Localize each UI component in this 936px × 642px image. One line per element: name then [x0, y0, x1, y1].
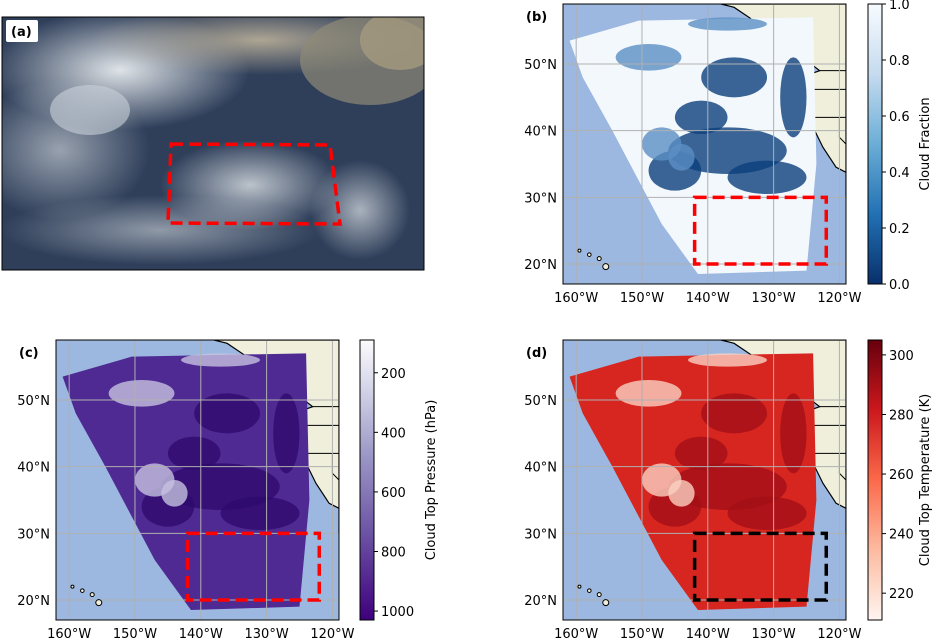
island — [596, 256, 602, 262]
island — [596, 592, 602, 598]
lon-tick-label: 120°W — [817, 627, 861, 638]
lon-tick-label: 150°W — [620, 627, 664, 638]
lon-tick-label: 130°W — [245, 627, 289, 638]
lon-tick-label: 160°W — [554, 291, 598, 306]
lon-tick-label: 150°W — [113, 627, 157, 638]
highlight-box-c — [185, 531, 322, 602]
island — [95, 599, 103, 607]
lat-tick-label: 50°N — [17, 394, 50, 409]
cloud-feature — [194, 393, 261, 434]
cloud-feature — [615, 44, 682, 71]
island — [602, 599, 610, 607]
panel-label-a: (a) — [11, 25, 32, 40]
colorbar — [867, 339, 883, 621]
lat-tick-label: 40°N — [17, 461, 50, 476]
colorbar-tick-label: 280 — [889, 408, 914, 423]
lon-tick-label: 160°W — [47, 627, 91, 638]
colorbar-tick-label: 240 — [889, 528, 914, 543]
colorbar-tick-label: 0.4 — [889, 166, 910, 181]
highlight-box-b — [692, 195, 829, 266]
lat-tick-label: 40°N — [524, 125, 557, 140]
cloud-feature — [615, 380, 682, 407]
map-frame — [562, 3, 847, 285]
colorbar-tick-label: 260 — [889, 468, 914, 483]
panel-b: 20°N 30°N 40°N 50°N 160°W 150°W 140°W 130°W 120°… — [524, 0, 933, 306]
colorbar-tick-label: 300 — [889, 349, 914, 364]
lat-tick-label: 40°N — [524, 461, 557, 476]
cloud-feature — [688, 353, 768, 367]
cloud-feature — [668, 144, 695, 171]
lat-tick-label: 20°N — [17, 594, 50, 609]
colorbar-tick-label: 400 — [381, 426, 406, 441]
lon-tick-label: 130°W — [752, 291, 796, 306]
panel-a: (a) — [1, 16, 425, 271]
colorbar — [867, 3, 883, 285]
cloud-feature — [674, 436, 728, 471]
lat-tick-label: 50°N — [524, 58, 557, 73]
colorbar-label: Cloud Top Pressure (hPa) — [424, 400, 439, 561]
colorbar-tick-label: 800 — [381, 545, 406, 560]
colorbar-tick-label: 600 — [381, 486, 406, 501]
lon-tick-label: 120°W — [310, 627, 354, 638]
lon-tick-label: 140°W — [686, 291, 730, 306]
colorbar-tick-label: 220 — [889, 587, 914, 602]
lat-tick-label: 20°N — [524, 258, 557, 273]
cloud-feature — [674, 100, 728, 134]
cloud-feature — [780, 393, 807, 474]
cloud-feature — [167, 436, 221, 471]
cloud-feature — [688, 17, 768, 31]
lat-tick-label: 30°N — [524, 191, 557, 206]
cloud-feature — [273, 393, 300, 474]
lat-tick-label: 20°N — [524, 594, 557, 609]
panel-c: 20°N 30°N 40°N 50°N 160°W 150°W 140°W 130°W 120°… — [17, 339, 439, 642]
colorbar-tick-label: 1000 — [381, 605, 414, 620]
island — [587, 252, 592, 257]
lat-tick-label: 30°N — [17, 527, 50, 542]
map-frame — [55, 339, 340, 621]
cloud-feature — [161, 480, 188, 507]
island — [80, 588, 85, 593]
cloud-feature — [108, 380, 175, 407]
island — [577, 584, 582, 589]
cloud-feature — [701, 393, 768, 434]
highlight-box-a — [166, 142, 342, 226]
cloud-feature — [727, 160, 807, 194]
lon-tick-label: 150°W — [620, 291, 664, 306]
island — [70, 584, 75, 589]
colorbar-label: Cloud Top Temperature (K) — [918, 394, 933, 567]
lat-tick-label: 30°N — [524, 527, 557, 542]
colorbar-label: Cloud Fraction — [918, 97, 933, 190]
cloud-feature — [181, 353, 261, 367]
colorbar-tick-label: 0.2 — [889, 222, 910, 237]
colorbar-tick-label: 0.8 — [889, 54, 910, 69]
island — [577, 248, 582, 253]
panel-label-b: (b) — [526, 10, 547, 25]
island — [602, 263, 610, 271]
panel-label-d: (d) — [526, 346, 547, 361]
cloud-feature — [668, 480, 695, 507]
lon-tick-label: 140°W — [179, 627, 223, 638]
lon-tick-label: 120°W — [817, 291, 861, 306]
colorbar-tick-label: 1.0 — [889, 0, 910, 13]
lon-tick-label: 140°W — [686, 627, 730, 638]
lon-tick-label: 160°W — [554, 627, 598, 638]
lat-tick-label: 50°N — [524, 394, 557, 409]
cloud-feature — [780, 57, 807, 138]
panel-label-c: (c) — [19, 346, 39, 361]
colorbar — [359, 339, 375, 621]
colorbar-tick-label: 0.6 — [889, 110, 910, 125]
island — [89, 592, 95, 598]
lon-tick-label: 130°W — [752, 627, 796, 638]
colorbar-tick-label: 200 — [381, 367, 406, 382]
cloud-feature — [727, 496, 807, 530]
panel-d: 20°N 30°N 40°N 50°N 160°W 150°W 140°W 130°W 120°… — [524, 339, 933, 642]
colorbar-tick-label: 0.0 — [889, 278, 910, 293]
cloud-feature — [220, 496, 300, 530]
map-frame — [562, 339, 847, 621]
highlight-box-d — [692, 531, 829, 602]
island — [587, 588, 592, 593]
cloud-feature — [701, 57, 768, 98]
